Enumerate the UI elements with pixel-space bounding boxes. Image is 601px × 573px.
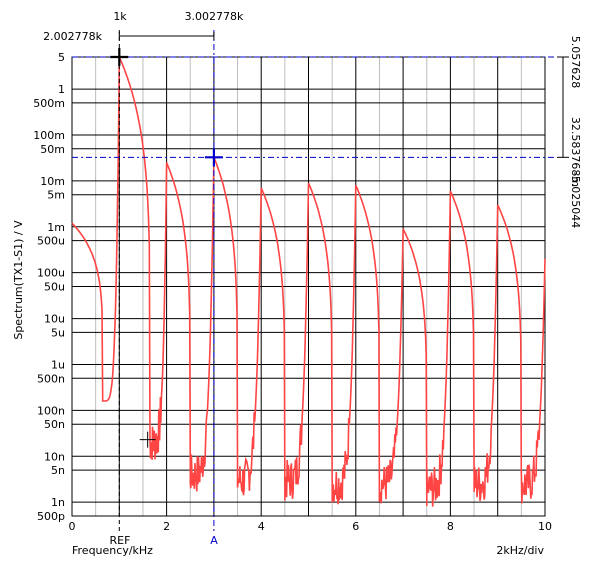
y-tick-label: 5 [58, 51, 65, 64]
a-x-readout: 3.002778k [185, 10, 244, 23]
y-tick-label: 5n [51, 464, 65, 477]
y-tick-label: 50n [44, 418, 65, 431]
y-tick-label: 100u [37, 267, 65, 280]
y-tick-label: 50u [44, 281, 65, 294]
y-tick-label: 500m [33, 97, 65, 110]
delta-x-readout: 2.002778k [43, 30, 102, 43]
cursor-markers [72, 30, 569, 534]
y-tick-label: 500p [37, 510, 65, 523]
x-tick-label: 10 [538, 520, 552, 533]
y-tick-label: 100n [37, 404, 65, 417]
y-tick-label: 500u [37, 235, 65, 248]
y-tick-label: 1 [58, 83, 65, 96]
ref-marker-label: REF [110, 534, 131, 547]
delta-y-readout: -5.025044 [569, 172, 582, 228]
y-tick-label: 100m [33, 129, 65, 142]
x-tick-label: 0 [69, 520, 76, 533]
ref-y-readout: 5.057628 [569, 36, 582, 89]
y-tick-label: 1n [51, 496, 65, 509]
y-tick-labels: 51500m100m50m10m5m1m500u100u50u10u5u1u50… [33, 51, 65, 523]
y-tick-label: 10m [40, 175, 65, 188]
y-tick-label: 5m [47, 189, 65, 202]
y-tick-label: 5u [51, 326, 65, 339]
x-tick-labels: 0 2 4 6 8 10 [69, 520, 553, 533]
y-axis-label: Spectrum(TX1-S1) / V [12, 220, 25, 340]
y-tick-label: 1m [47, 221, 65, 234]
y-tick-label: 10n [44, 450, 65, 463]
x-tick-label: 4 [258, 520, 265, 533]
a-marker-label: A [210, 534, 218, 547]
y-tick-label: 1u [51, 358, 65, 371]
x-div-label: 2kHz/div [496, 544, 544, 557]
y-tick-label: 50m [40, 143, 65, 156]
spectrum-trace [71, 56, 546, 507]
x-tick-label: 8 [447, 520, 454, 533]
a-y-readout: 32.583768m [569, 117, 582, 187]
ref-x-readout: 1k [113, 10, 127, 23]
x-tick-label: 2 [163, 520, 170, 533]
y-tick-label: 500n [37, 372, 65, 385]
y-tick-label: 10u [44, 313, 65, 326]
x-axis-label: Frequency/kHz [72, 544, 153, 557]
x-tick-label: 6 [352, 520, 359, 533]
